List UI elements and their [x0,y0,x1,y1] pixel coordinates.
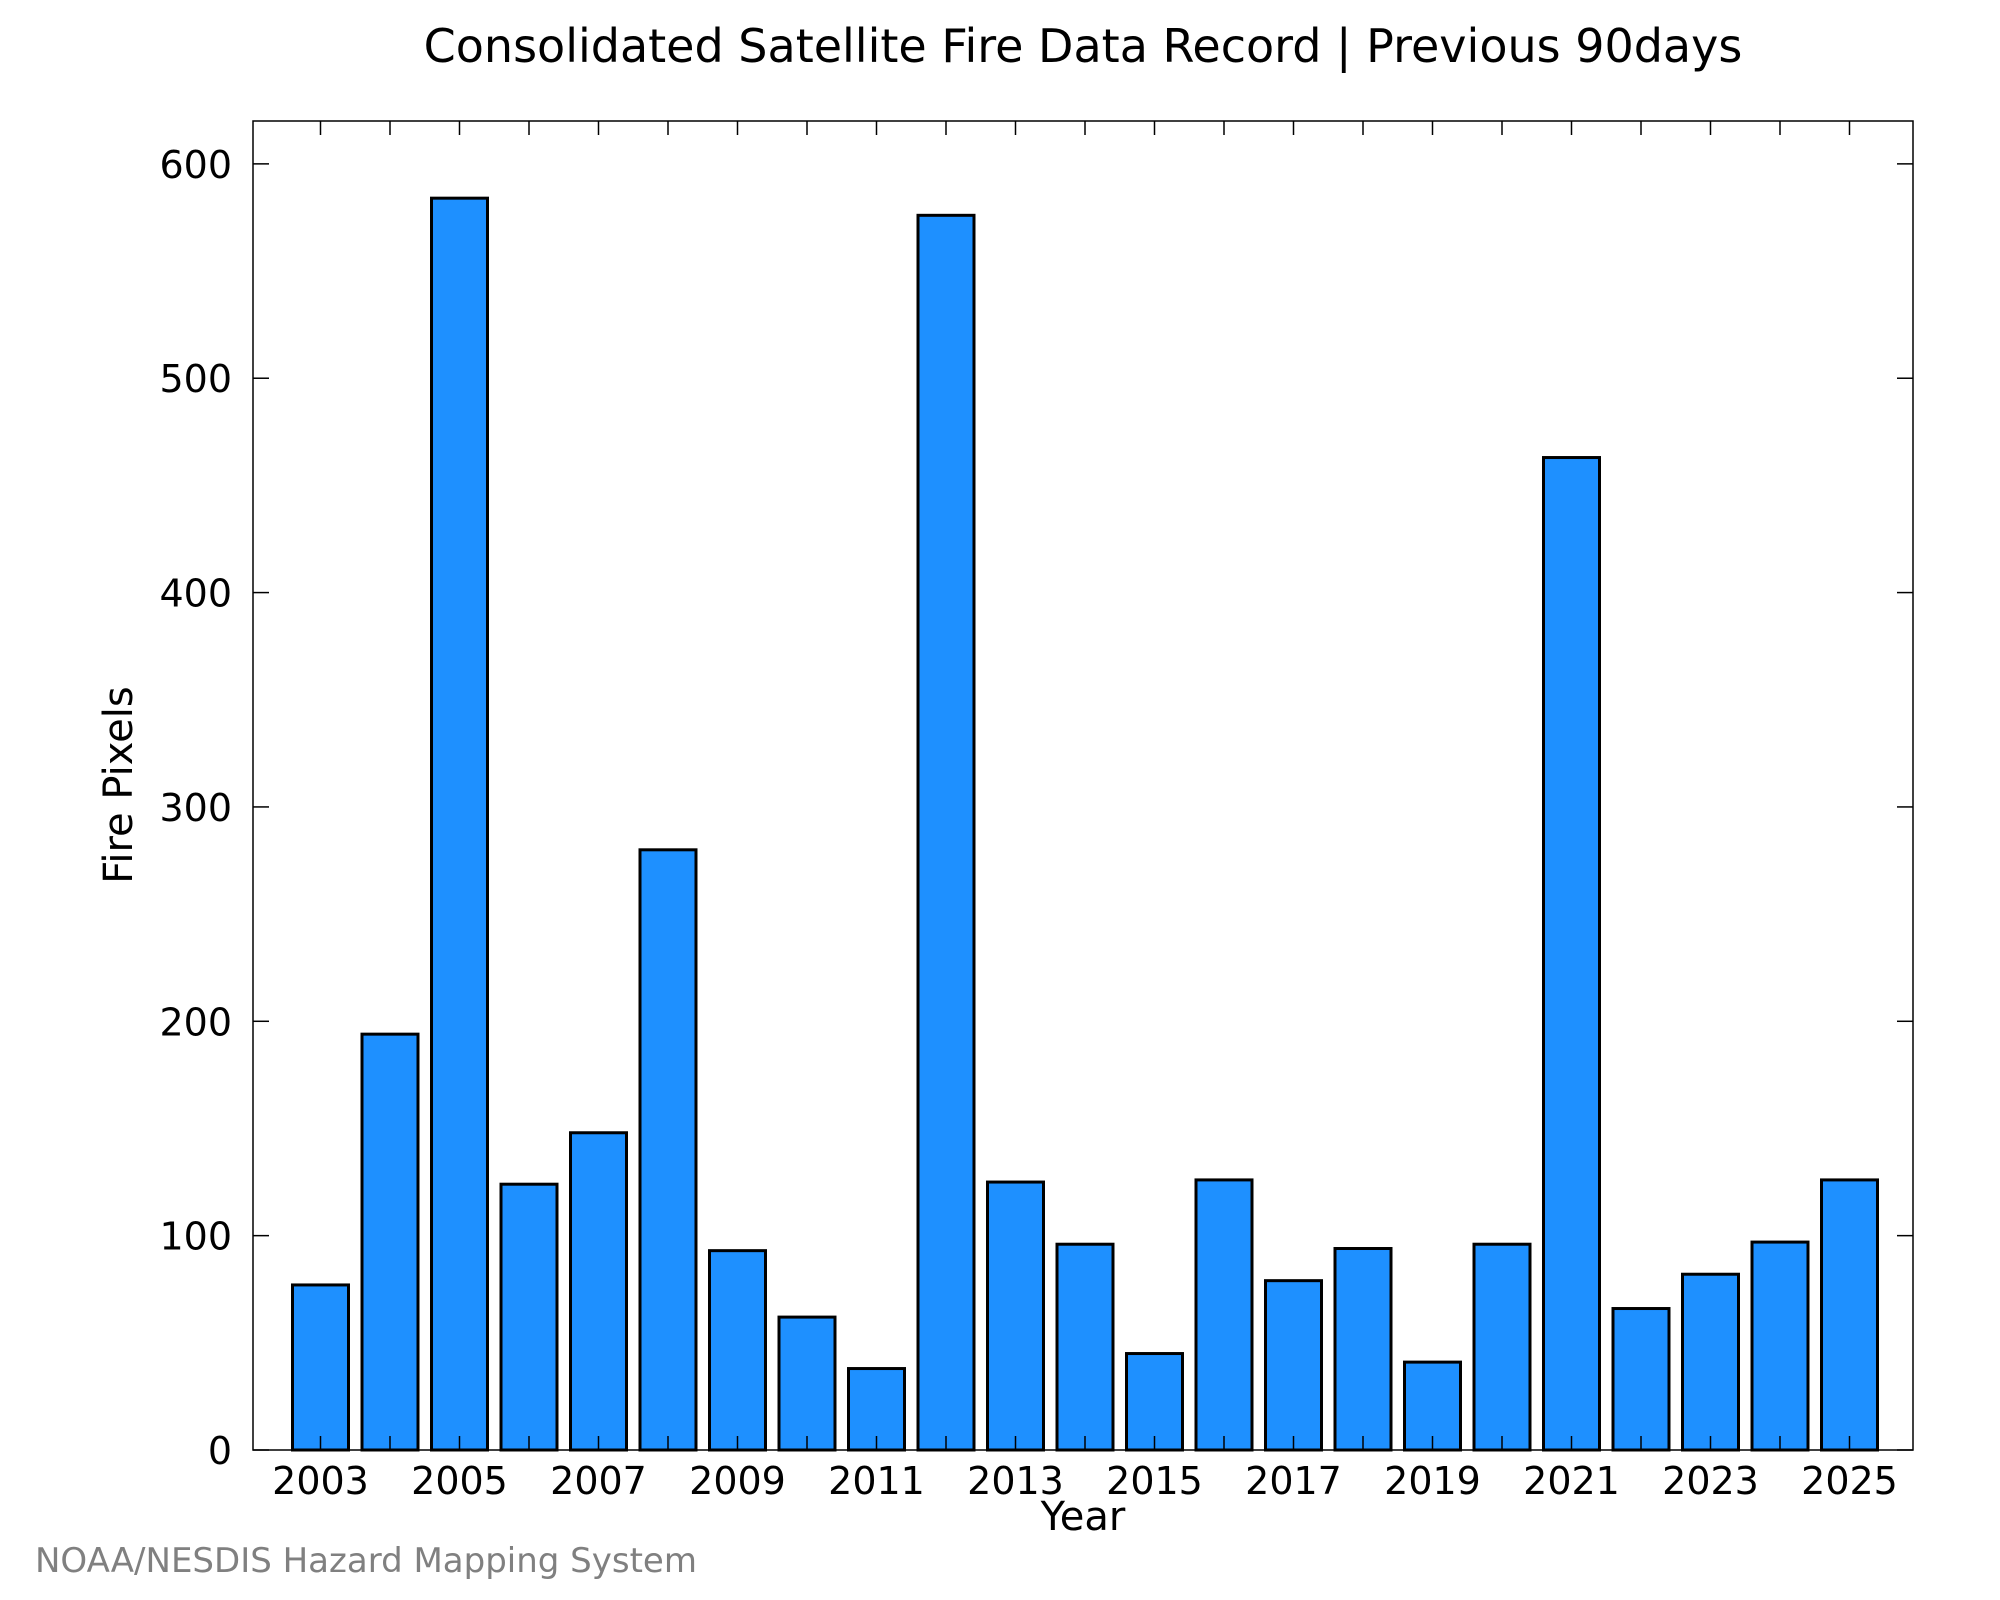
y-tick-label-200: 200 [159,1000,232,1044]
bar-2004 [360,1032,420,1452]
x-tick-label-2017: 2017 [1245,1459,1342,1503]
y-tick-label-0: 0 [208,1429,232,1473]
bar-2016 [1194,1178,1254,1452]
bar-2005 [430,196,489,1452]
y-tick-label-100: 100 [159,1215,232,1259]
bar-2012 [916,213,976,1452]
chart-title: Consolidated Satellite Fire Data Record … [424,19,1743,74]
y-axis-label: Fire Pixels [96,686,142,883]
x-tick-label-2009: 2009 [689,1459,786,1503]
bar-2021 [1542,456,1601,1452]
x-tick-label-2011: 2011 [828,1459,925,1503]
bar-2022 [1611,1307,1671,1452]
x-tick-label-2015: 2015 [1106,1459,1203,1503]
bar-2018 [1333,1247,1393,1452]
x-tick-label-2013: 2013 [967,1459,1064,1503]
plot-area: 2003 2005 2007 2009 2011 2013 2015 2017 2019 2021… [159,120,1914,1503]
x-tick-label-2005: 2005 [411,1459,508,1503]
x-axis-label: Year [1040,1494,1126,1540]
x-tick-label-2023: 2023 [1662,1459,1759,1503]
x-tick-label-2007: 2007 [550,1459,647,1503]
bar-2024 [1750,1240,1810,1452]
y-tick-label-500: 500 [159,357,232,401]
y-tick-label-600: 600 [159,143,232,187]
bar-2020 [1472,1242,1532,1452]
bar-2013 [986,1180,1045,1452]
bar-2017 [1264,1279,1323,1452]
x-tick-label-2003: 2003 [272,1459,369,1503]
y-tick-label-400: 400 [159,572,232,616]
bar-2006 [499,1182,559,1452]
bar-2010 [777,1315,837,1452]
bar-2003 [291,1283,350,1452]
bar-2008 [638,848,698,1452]
x-tick-label-2025: 2025 [1801,1459,1898,1503]
bar-2023 [1681,1272,1740,1452]
x-tick-label-2019: 2019 [1384,1459,1481,1503]
x-tick-label-2021: 2021 [1523,1459,1620,1503]
bar-2014 [1055,1242,1115,1452]
credit-text: NOAA/NESDIS Hazard Mapping System [35,1541,697,1581]
bar-2025 [1820,1178,1879,1452]
bar-2009 [708,1249,767,1452]
bar-2007 [569,1131,628,1452]
y-tick-label-300: 300 [159,786,232,830]
bar-2015 [1125,1352,1184,1452]
